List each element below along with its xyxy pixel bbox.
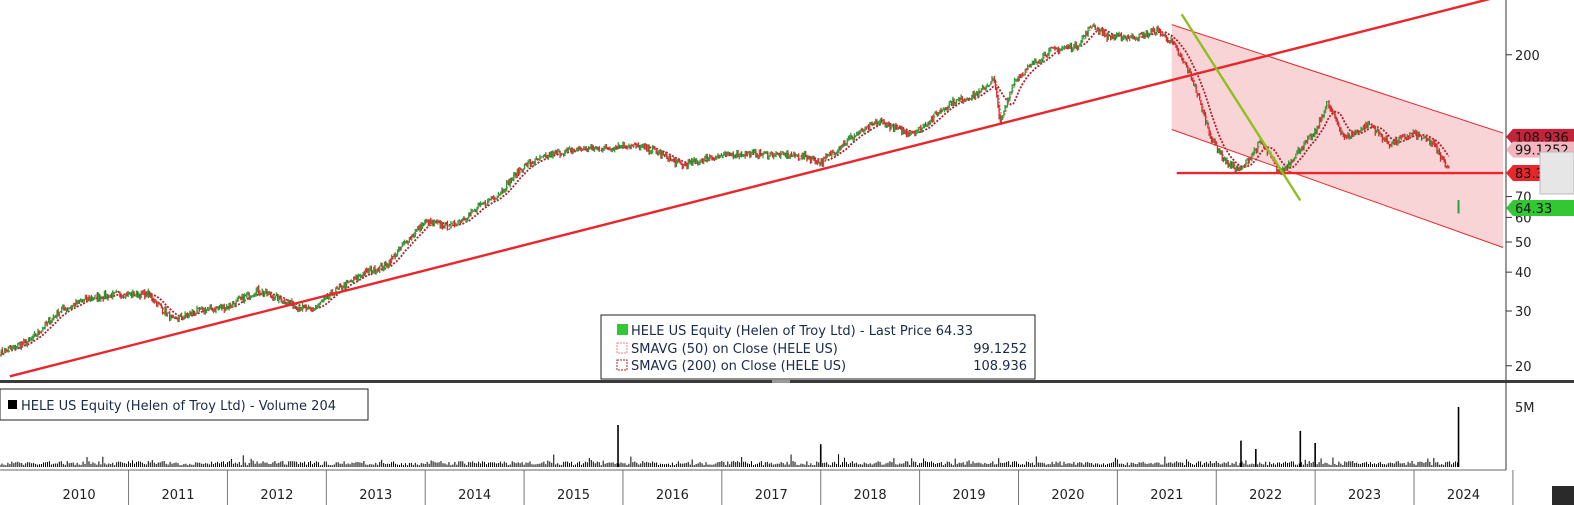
price-tick-label: 30 (1515, 305, 1532, 320)
sma-200-path (0, 28, 1450, 357)
price-legend: HELE US Equity (Helen of Troy Ltd) - Las… (600, 314, 1036, 380)
price-tick-label: 200 (1515, 49, 1540, 64)
price-tick-label: 40 (1515, 266, 1532, 281)
price-channel (1171, 24, 1504, 248)
volume-bars (0, 407, 1460, 467)
volume-legend-label: HELE US Equity (Helen of Troy Ltd) - Vol… (21, 399, 336, 414)
volume-tick-label: 5M (1515, 401, 1535, 416)
legend-value-sma200: 108.936 (973, 359, 1027, 374)
legend-swatch-sma50 (616, 342, 628, 354)
channel-upper-edge (1171, 24, 1504, 134)
legend-value-sma50: 99.1252 (973, 342, 1027, 357)
price-tag-label: 64.33 (1515, 202, 1552, 217)
trendline (1180, 13, 1302, 202)
x-grid (128, 470, 1514, 505)
legend-label-sma50: SMAVG (50) on Close (HELE US) (631, 342, 838, 357)
year-label: 2021 (1150, 488, 1183, 503)
year-label: 2023 (1348, 488, 1381, 503)
sma-50-line (0, 25, 1450, 357)
price-tag-box (1506, 199, 1574, 216)
price-candles (0, 23, 1460, 357)
legend-label-last-price: HELE US Equity (Helen of Troy Ltd) - Las… (631, 324, 973, 339)
channel-lower-edge (1171, 129, 1504, 248)
year-label: 2016 (656, 488, 689, 503)
price-tick-label: 50 (1515, 236, 1532, 251)
trendlines (9, 0, 1504, 378)
price-tick-label: 20 (1515, 360, 1532, 375)
legend-swatch-last-price (617, 324, 628, 335)
pane-separator-handle[interactable] (772, 380, 790, 383)
year-label: 2015 (557, 488, 590, 503)
year-label: 2010 (63, 488, 96, 503)
year-label: 2014 (458, 488, 491, 503)
year-label: 2017 (755, 488, 788, 503)
corner-button[interactable] (1552, 486, 1574, 505)
channel-fill (1171, 24, 1504, 248)
volume-legend: HELE US Equity (Helen of Troy Ltd) - Vol… (0, 388, 369, 421)
price-tag-box (1506, 128, 1574, 145)
date-axis: 2010 2011 2012 2013 2014 2015 2016 2017 2018 2019… (0, 469, 1506, 503)
year-label: 2011 (161, 488, 194, 503)
sma-50-path (0, 25, 1450, 357)
volume-legend-swatch (8, 400, 17, 409)
trendline (9, 0, 1491, 378)
year-label: 2012 (260, 488, 293, 503)
side-panel-tab[interactable] (1539, 151, 1574, 195)
year-label: 2020 (1051, 488, 1084, 503)
sma-200-line (0, 28, 1450, 357)
year-label: 2022 (1249, 488, 1282, 503)
legend-label-sma200: SMAVG (200) on Close (HELE US) (631, 359, 846, 374)
year-label: 2018 (854, 488, 887, 503)
year-label: 2013 (359, 488, 392, 503)
year-label: 2019 (953, 488, 986, 503)
right-edge-widgets (1539, 151, 1574, 505)
legend-swatch-sma200 (616, 359, 628, 371)
year-label: 2024 (1447, 488, 1480, 503)
